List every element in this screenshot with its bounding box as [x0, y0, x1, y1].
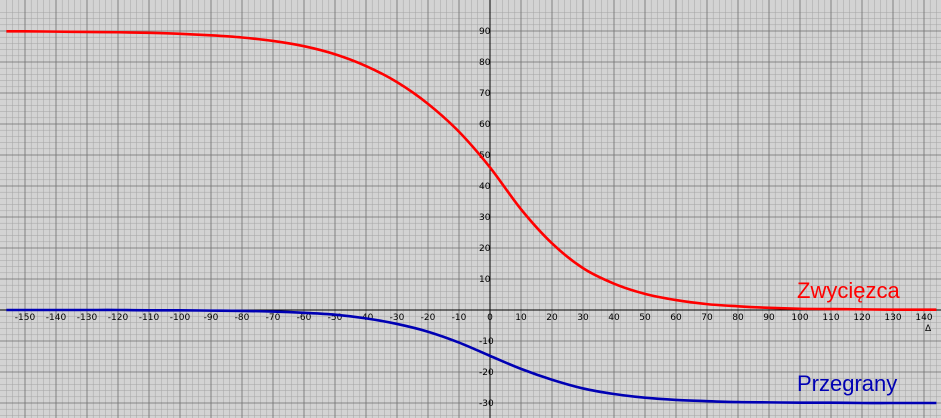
x-tick-label: 120 [853, 313, 870, 323]
series-label-przegrany: Przegrany [797, 371, 897, 396]
x-tick-label: 10 [515, 313, 527, 323]
x-tick-label: 70 [701, 313, 713, 323]
x-tick-label: 90 [763, 313, 775, 323]
series-line-0 [6, 29, 937, 312]
y-tick-label: 70 [479, 89, 491, 99]
x-tick-label: 40 [608, 313, 620, 323]
x-tick-label: -110 [139, 313, 160, 323]
x-tick-label: -140 [46, 313, 67, 323]
x-tick-label: 60 [670, 313, 682, 323]
x-tick-label: 30 [577, 313, 589, 323]
x-tick-label: 20 [546, 313, 558, 323]
y-tick-label: 10 [479, 275, 491, 285]
y-tick-label: 40 [479, 182, 491, 192]
x-tick-label: 100 [791, 313, 808, 323]
series-line-1 [6, 308, 937, 405]
x-tick-label: 130 [884, 313, 901, 323]
series-label-zwyciezca: Zwycięzca [797, 278, 900, 303]
x-tick-label: -90 [204, 313, 219, 323]
y-tick-label: 90 [479, 27, 491, 37]
x-tick-label: 50 [639, 313, 651, 323]
y-tick-label: 30 [479, 213, 491, 223]
tick-labels: -150 -140 -130 -120 -110 -100 -90 -80 -70 -60 -50-… [15, 27, 933, 409]
x-tick-label: -20 [421, 313, 436, 323]
x-tick-label: -70 [266, 313, 281, 323]
x-tick-label: 80 [732, 313, 744, 323]
x-tick-label: -150 [15, 313, 36, 323]
y-tick-label: -20 [479, 368, 494, 378]
y-tick-label: -30 [479, 399, 494, 409]
y-tick-label: 20 [479, 244, 491, 254]
x-tick-label: -80 [235, 313, 250, 323]
x-tick-label: -100 [170, 313, 191, 323]
x-tick-label: -10 [452, 313, 467, 323]
y-tick-label: 50 [479, 151, 491, 161]
x-tick-label: -50 [328, 313, 343, 323]
x-tick-label: -130 [77, 313, 98, 323]
y-tick-label: -10 [479, 337, 494, 347]
series-group [6, 29, 937, 405]
x-tick-label: -60 [297, 313, 312, 323]
x-tick-label: -120 [108, 313, 129, 323]
x-tick-label: -30 [390, 313, 405, 323]
x-tick-label: 140 [915, 313, 932, 323]
y-tick-label: 60 [479, 120, 491, 130]
y-tick-label: 80 [479, 58, 491, 68]
x-axis-label: Δ [925, 324, 932, 334]
x-tick-label: 0 [487, 313, 493, 323]
x-tick-label: 110 [822, 313, 839, 323]
